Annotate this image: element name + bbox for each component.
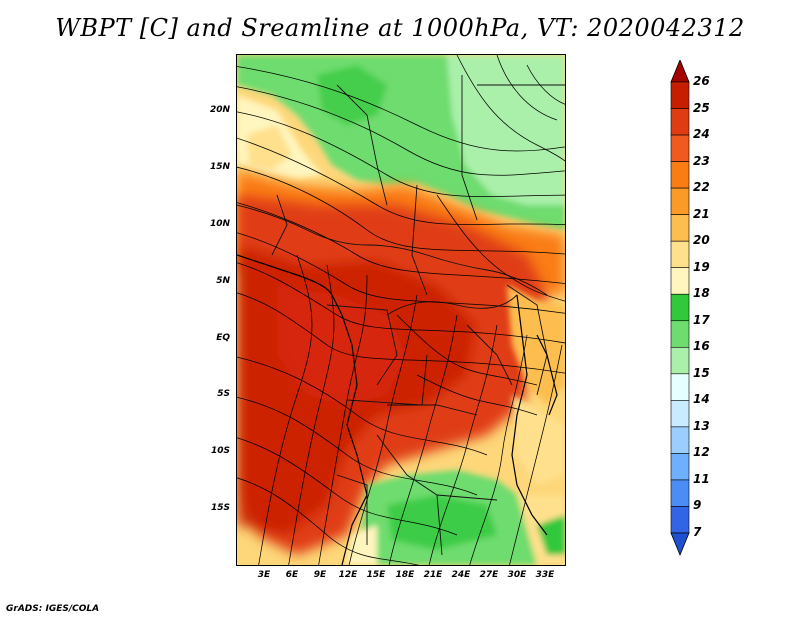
colorbar-segment — [670, 506, 690, 534]
wbpt-field-map — [237, 55, 565, 565]
colorbar-label: 26 — [693, 74, 710, 88]
lon-tick-label: 6E — [285, 570, 299, 580]
colorbar-label: 23 — [693, 153, 710, 168]
colorbar-bottom-arrow — [670, 532, 690, 557]
colorbar-label: 16 — [693, 339, 710, 354]
south-cool-region — [347, 470, 565, 565]
streamlines — [237, 55, 565, 565]
map-title: WBPT [C] and Sreamline at 1000hPa, VT: 2… — [55, 14, 745, 42]
colorbar-segment — [670, 108, 690, 136]
lon-tick-label: 12E — [338, 570, 358, 580]
lat-tick-label: 5S — [217, 389, 230, 399]
lat-tick-label: 5N — [216, 276, 230, 286]
colorbar-label: 15 — [693, 365, 710, 380]
colorbar-segment — [670, 214, 690, 242]
lon-tick-label: 24E — [451, 570, 471, 580]
lat-tick-label: EQ — [216, 333, 230, 343]
colorbar-label: 24 — [693, 127, 710, 142]
lon-tick-label: 9E — [313, 570, 327, 580]
colorbar-segment — [670, 400, 690, 428]
colorbar-segment — [670, 373, 690, 401]
colorbar-label: 7 — [693, 525, 702, 539]
lat-tick-label: 15N — [209, 162, 230, 172]
colorbar-label: 19 — [693, 259, 710, 274]
lon-tick-label: 30E — [507, 570, 527, 580]
colorbar-label: 13 — [693, 418, 710, 433]
lon-tick-label: 27E — [479, 570, 499, 580]
colorbar-label: 12 — [693, 445, 710, 460]
colorbar-label: 21 — [693, 206, 710, 221]
colorbar-segment — [670, 267, 690, 295]
lon-tick-label: 21E — [423, 570, 443, 580]
colorbar-label: 20 — [693, 233, 710, 248]
lat-tick-label: 20N — [209, 105, 230, 115]
lat-tick-label: 10N — [209, 219, 230, 229]
colorbar-segment — [670, 187, 690, 215]
colorbar-segment — [670, 81, 690, 109]
colorbar-segment — [670, 479, 690, 507]
colorbar-segment — [670, 240, 690, 269]
colorbar — [670, 60, 690, 557]
colorbar-segment — [670, 161, 690, 189]
colorbar-label: 22 — [693, 180, 710, 195]
colorbar-segment — [670, 426, 690, 454]
lon-tick-label: 18E — [395, 570, 415, 580]
colorbar-label: 17 — [693, 312, 710, 327]
map-panel — [236, 54, 566, 566]
colorbar-segment — [670, 134, 690, 162]
colorbar-label: 11 — [693, 471, 710, 486]
lat-tick-label: 15S — [210, 503, 230, 513]
colorbar-segment — [670, 293, 690, 322]
colorbar-label: 14 — [693, 392, 710, 407]
colorbar-segment — [670, 346, 690, 375]
colorbar-top-arrow — [670, 60, 690, 83]
colorbar-segment — [670, 320, 690, 348]
colorbar-label: 9 — [693, 498, 702, 513]
lat-tick-label: 10S — [210, 446, 230, 456]
credit-text: GrADS: IGES/COLA — [6, 604, 100, 614]
east-highlands — [507, 285, 565, 485]
colorbar-label: 18 — [693, 286, 710, 301]
lon-tick-label: 33E — [535, 570, 555, 580]
warm-core-region — [237, 195, 547, 555]
coastline — [237, 254, 558, 565]
colorbar-label: 25 — [693, 100, 710, 115]
lon-tick-label: 15E — [366, 570, 386, 580]
lon-tick-label: 3E — [257, 570, 271, 580]
colorbar-segment — [670, 453, 690, 481]
country-borders — [237, 75, 565, 556]
